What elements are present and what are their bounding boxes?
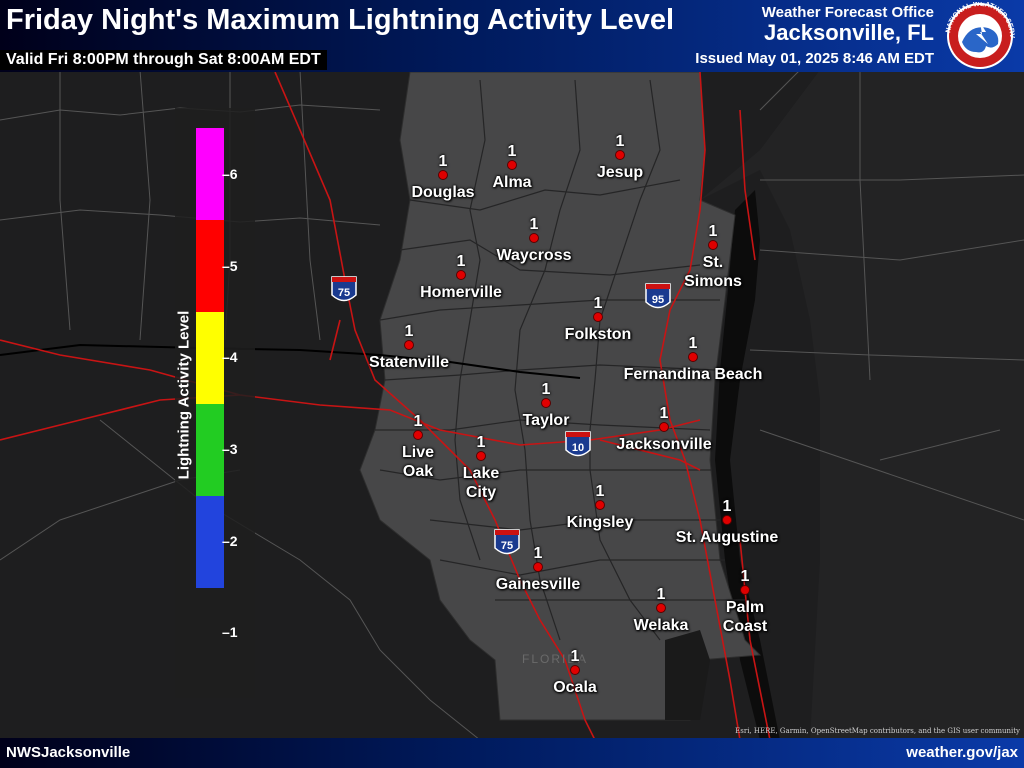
city-label: Jacksonville	[616, 436, 712, 453]
city-value: 1	[615, 133, 625, 150]
city-dot	[541, 398, 551, 408]
city-label: Lake City	[462, 465, 500, 501]
city-dot	[529, 233, 539, 243]
city-label: Kingsley	[566, 514, 634, 531]
city-label: Welaka	[633, 617, 689, 634]
city-label: Waycross	[496, 247, 572, 264]
city-label: St. Simons	[684, 254, 742, 290]
city-dot	[438, 170, 448, 180]
valid-period: Valid Fri 8:00PM through Sat 8:00AM EDT	[0, 50, 327, 70]
interstate-shield-75-south: 75	[494, 529, 520, 555]
legend-tick-3: –3	[222, 441, 238, 457]
city-label: Palm Coast	[722, 599, 768, 635]
city-dot	[456, 270, 466, 280]
city-label: St. Augustine	[675, 529, 779, 546]
city-label: Fernandina Beach	[623, 366, 763, 383]
city-value: 1	[595, 483, 605, 500]
legend-tick-6: –6	[222, 166, 238, 182]
city-value: 1	[688, 335, 698, 352]
city-value: 1	[413, 413, 423, 430]
city-dot	[507, 160, 517, 170]
city-label: Statenville	[368, 354, 450, 371]
city-value: 1	[529, 216, 539, 233]
city-label: Douglas	[411, 184, 475, 201]
city-value: 1	[541, 381, 551, 398]
city-label: Jesup	[596, 164, 644, 181]
legend-title: Lightning Activity Level	[175, 310, 193, 480]
city-dot	[722, 515, 732, 525]
city-dot	[708, 240, 718, 250]
footer-bar: NWSJacksonville weather.gov/jax	[0, 738, 1024, 768]
city-value: 1	[456, 253, 466, 270]
state-label: FLORIDA	[522, 652, 589, 666]
footer-social: NWSJacksonville	[6, 744, 131, 761]
city-dot	[593, 312, 603, 322]
interstate-shield-10: 10	[565, 431, 591, 457]
interstate-number: 75	[338, 287, 350, 299]
city-value: 1	[507, 143, 517, 160]
city-label: Taylor	[522, 412, 570, 429]
city-dot	[476, 451, 486, 461]
city-dot	[688, 352, 698, 362]
city-dot	[413, 430, 423, 440]
map-title: Friday Night's Maximum Lightning Activit…	[6, 4, 675, 36]
interstate-number: 95	[652, 294, 664, 306]
city-value: 1	[656, 586, 666, 603]
city-dot	[659, 422, 669, 432]
city-label: Alma	[492, 174, 532, 191]
city-label: Gainesville	[495, 576, 581, 593]
forecast-area	[359, 71, 762, 721]
city-value: 1	[708, 223, 718, 240]
city-dot	[404, 340, 414, 350]
legend-tick-1: –1	[222, 624, 238, 640]
issued-time: Issued May 01, 2025 8:46 AM EDT	[695, 50, 934, 67]
footer-website[interactable]: weather.gov/jax	[906, 744, 1018, 761]
legend-tick-2: –2	[222, 533, 238, 549]
legend-tick-4: –4	[222, 349, 238, 365]
city-value: 1	[476, 434, 486, 451]
interstate-number: 75	[501, 540, 513, 552]
nws-logo: NATIONAL WEATHER SERVICE	[940, 2, 1015, 69]
city-value: 1	[570, 648, 580, 665]
city-dot	[570, 665, 580, 675]
city-label: Live Oak	[401, 444, 435, 480]
city-value: 1	[593, 295, 603, 312]
interstate-shield-95: 95	[645, 283, 671, 309]
city-dot	[533, 562, 543, 572]
city-value: 1	[722, 498, 732, 515]
city-dot	[656, 603, 666, 613]
header-bar: Friday Night's Maximum Lightning Activit…	[0, 0, 1024, 72]
city-value: 1	[533, 545, 543, 562]
interstate-shield-75-north: 75	[331, 276, 357, 302]
city-dot	[595, 500, 605, 510]
city-value: 1	[404, 323, 414, 340]
city-dot	[615, 150, 625, 160]
city-value: 1	[740, 568, 750, 585]
city-dot	[740, 585, 750, 595]
office-name: Jacksonville, FL	[764, 20, 934, 45]
office-label: Weather Forecast Office	[761, 4, 934, 21]
city-value: 1	[438, 153, 448, 170]
map-attribution: Esri, HERE, Garmin, OpenStreetMap contri…	[735, 727, 1020, 735]
city-label: Ocala	[553, 679, 597, 696]
interstate-number: 10	[572, 442, 584, 454]
legend-tick-5: –5	[222, 258, 238, 274]
city-label: Folkston	[564, 326, 632, 343]
city-value: 1	[659, 405, 669, 422]
city-label: Homerville	[420, 284, 502, 301]
